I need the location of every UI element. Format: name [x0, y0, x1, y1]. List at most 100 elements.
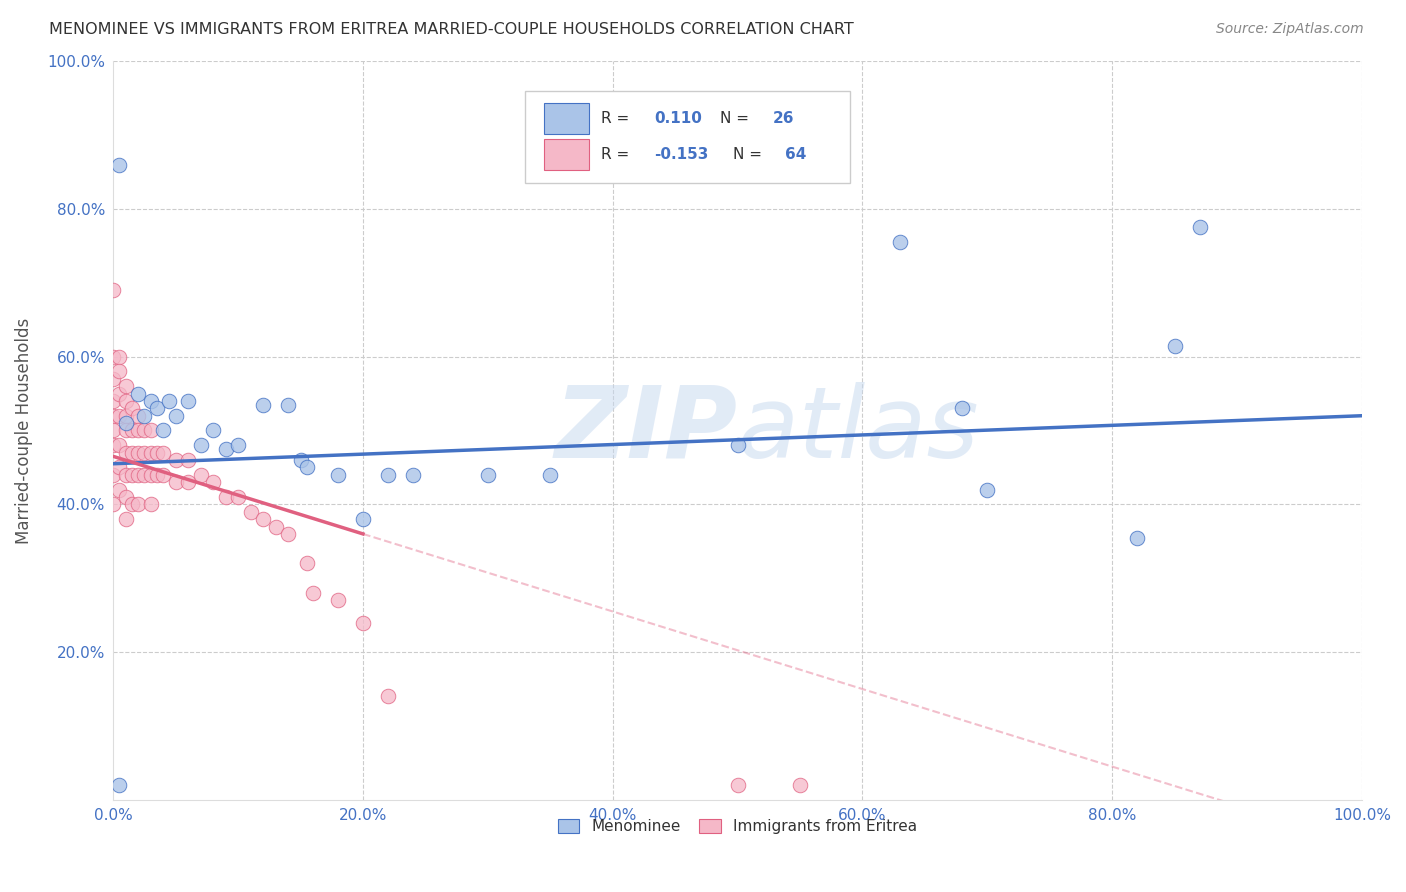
Point — [108, 157, 131, 171]
Point — [121, 401, 143, 416]
Point — [108, 386, 131, 401]
Point — [252, 398, 274, 412]
Point — [108, 778, 131, 792]
Point — [114, 393, 136, 408]
Point — [789, 778, 811, 792]
Point — [1163, 338, 1185, 352]
Point — [103, 438, 125, 452]
Point — [103, 467, 125, 482]
Point — [127, 424, 149, 438]
Text: 64: 64 — [785, 147, 807, 162]
FancyBboxPatch shape — [544, 103, 589, 134]
Point — [114, 467, 136, 482]
Point — [127, 409, 149, 423]
Point — [103, 283, 125, 297]
Point — [121, 424, 143, 438]
Point — [727, 438, 749, 452]
Y-axis label: Married-couple Households: Married-couple Households — [15, 318, 32, 543]
Point — [239, 505, 262, 519]
Point — [139, 424, 162, 438]
Point — [1126, 531, 1149, 545]
Point — [121, 497, 143, 511]
Point — [103, 424, 125, 438]
Point — [538, 467, 561, 482]
Text: ZIP: ZIP — [554, 382, 738, 479]
Legend: Menominee, Immigrants from Eritrea: Menominee, Immigrants from Eritrea — [553, 813, 924, 840]
Point — [134, 409, 156, 423]
Text: 0.110: 0.110 — [654, 111, 702, 126]
Point — [114, 379, 136, 393]
Text: 26: 26 — [772, 111, 794, 126]
Text: N =: N = — [720, 111, 754, 126]
Point — [114, 409, 136, 423]
Point — [252, 512, 274, 526]
Point — [114, 416, 136, 430]
Point — [152, 424, 174, 438]
Point — [377, 467, 399, 482]
Point — [202, 475, 225, 490]
Point — [103, 409, 125, 423]
Point — [177, 453, 200, 467]
Point — [326, 467, 349, 482]
Text: MENOMINEE VS IMMIGRANTS FROM ERITREA MARRIED-COUPLE HOUSEHOLDS CORRELATION CHART: MENOMINEE VS IMMIGRANTS FROM ERITREA MAR… — [49, 22, 853, 37]
Point — [146, 467, 169, 482]
Point — [108, 438, 131, 452]
Point — [127, 467, 149, 482]
Point — [139, 467, 162, 482]
Point — [177, 475, 200, 490]
Point — [190, 467, 212, 482]
Point — [950, 401, 973, 416]
Point — [277, 527, 299, 541]
Point — [114, 445, 136, 459]
Text: R =: R = — [602, 147, 634, 162]
Point — [103, 393, 125, 408]
Point — [146, 401, 169, 416]
Point — [477, 467, 499, 482]
Point — [302, 586, 325, 600]
Text: N =: N = — [733, 147, 766, 162]
Text: Source: ZipAtlas.com: Source: ZipAtlas.com — [1216, 22, 1364, 37]
Point — [114, 424, 136, 438]
FancyBboxPatch shape — [544, 139, 589, 170]
Text: -0.153: -0.153 — [654, 147, 709, 162]
Point — [139, 497, 162, 511]
Point — [108, 483, 131, 497]
Point — [146, 445, 169, 459]
Point — [177, 393, 200, 408]
Point — [165, 453, 187, 467]
Point — [108, 350, 131, 364]
Text: atlas: atlas — [738, 382, 979, 479]
Point — [108, 409, 131, 423]
Point — [377, 690, 399, 704]
Point — [134, 445, 156, 459]
Point — [402, 467, 425, 482]
Point — [152, 445, 174, 459]
Point — [226, 438, 249, 452]
FancyBboxPatch shape — [526, 91, 851, 183]
Point — [202, 424, 225, 438]
Point — [727, 778, 749, 792]
Point — [121, 445, 143, 459]
Point — [976, 483, 998, 497]
Point — [352, 512, 374, 526]
Point — [214, 490, 236, 504]
Point — [127, 445, 149, 459]
Point — [290, 453, 312, 467]
Point — [165, 409, 187, 423]
Point — [121, 467, 143, 482]
Point — [152, 467, 174, 482]
Point — [889, 235, 911, 249]
Point — [114, 490, 136, 504]
Point — [214, 442, 236, 456]
Point — [139, 445, 162, 459]
Point — [108, 460, 131, 475]
Point — [103, 350, 125, 364]
Text: R =: R = — [602, 111, 634, 126]
Point — [114, 512, 136, 526]
Point — [139, 393, 162, 408]
Point — [127, 497, 149, 511]
Point — [165, 475, 187, 490]
Point — [295, 557, 318, 571]
Point — [157, 393, 180, 408]
Point — [190, 438, 212, 452]
